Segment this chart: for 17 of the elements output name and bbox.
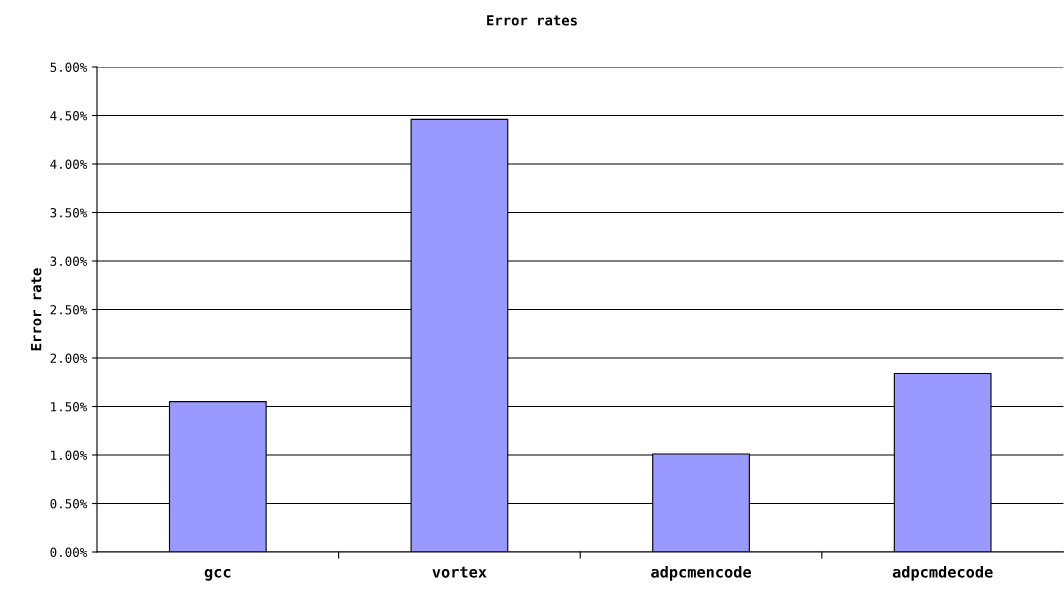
y-axis-title: Error rate [31, 268, 42, 351]
chart-title: Error rates [487, 15, 577, 26]
y-tick-label: 4.50% [50, 111, 88, 121]
y-tick-label: 5.00% [50, 62, 88, 72]
x-tick-label: gcc [204, 568, 231, 581]
x-tick-label: adpcmencode [651, 565, 752, 581]
y-tick-label: 3.50% [50, 208, 88, 218]
y-tick-label: 1.50% [51, 402, 88, 412]
x-tick-label: vortex [432, 566, 487, 578]
y-tick-label: 2.00% [50, 353, 88, 363]
y-tick-label: 3.00% [50, 256, 88, 266]
y-tick-label: 0.00% [50, 547, 88, 557]
y-tick-label: 2.50% [50, 305, 88, 315]
y-tick-label: 4.00% [50, 159, 88, 169]
y-tick-label: 0.50% [50, 499, 88, 509]
y-tick-label: 1.00% [51, 450, 88, 460]
x-tick-label: adpcmdecode [892, 565, 993, 581]
